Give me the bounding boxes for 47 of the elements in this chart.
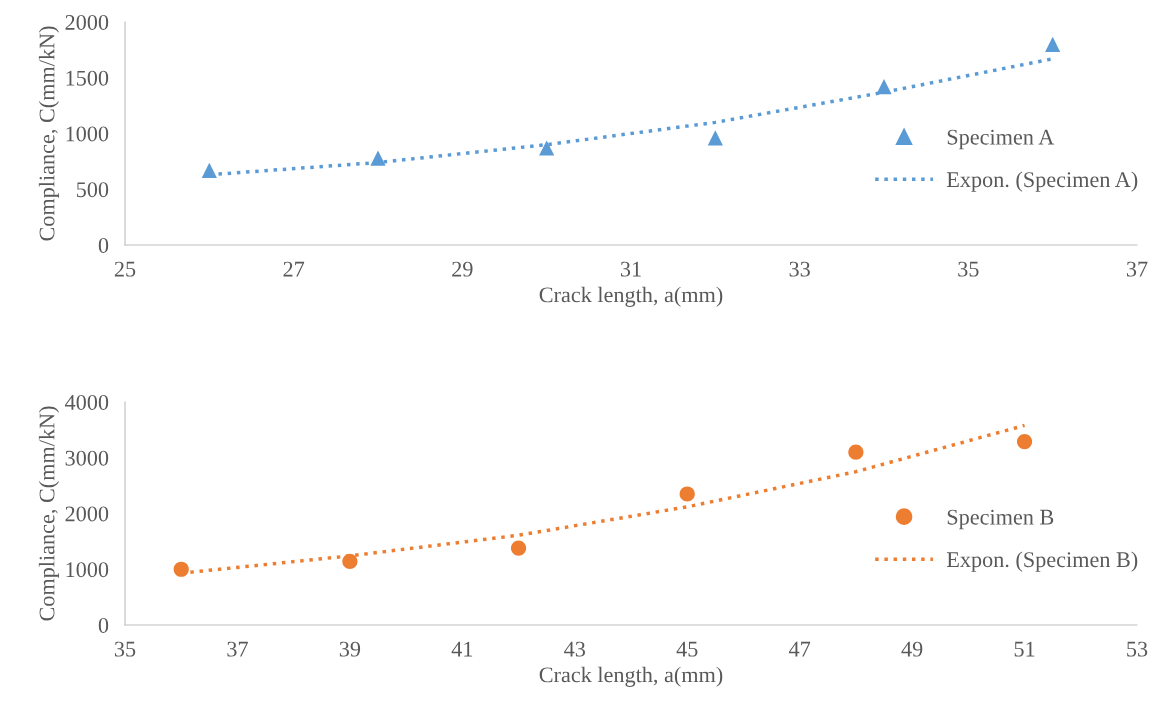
y-tick-label: 0: [98, 237, 109, 253]
x-tick-label: 49: [901, 641, 923, 657]
point: [370, 150, 386, 166]
legend-label: Specimen B: [947, 509, 1054, 530]
y-tick-label: 4000: [65, 394, 109, 410]
x-tick-label: 51: [1014, 641, 1035, 657]
legend-label: Expon. (Specimen B): [946, 551, 1138, 572]
legend-label: Expon. (Specimen A): [946, 171, 1138, 192]
point: [876, 79, 892, 95]
point: [1045, 36, 1061, 52]
x-tick-label: 35: [958, 261, 979, 277]
x-tick-label: 43: [564, 641, 586, 657]
x-tick-label: 37: [227, 641, 248, 657]
y-tick-label: 1500: [66, 70, 109, 86]
x-tick-label: 47: [788, 641, 811, 657]
point: [707, 130, 723, 146]
point: [201, 162, 217, 178]
x-tick-label: 41: [451, 641, 473, 657]
y-tick-label: 2000: [65, 14, 109, 30]
x-tick-label: 53: [1127, 641, 1148, 657]
point: [679, 486, 695, 502]
x-tick-label: 27: [283, 261, 305, 277]
point: [848, 444, 864, 460]
x-axis-title: Crack length, a(mm): [539, 666, 723, 687]
x-tick-label: 45: [676, 641, 698, 657]
y-tick-label: 1000: [66, 562, 109, 578]
y-axis-title: Compliance, C(mm/kN): [38, 26, 60, 241]
x-tick-label: 25: [114, 261, 136, 277]
y-tick-label: 0: [98, 617, 109, 633]
x-tick-label: 35: [114, 641, 136, 657]
y-tick-label: 3000: [65, 450, 109, 466]
x-tick-label: 31: [620, 261, 641, 277]
point: [539, 140, 555, 156]
x-tick-label: 29: [452, 261, 473, 277]
x-tick-label: 33: [789, 261, 810, 277]
y-axis-title: Compliance, C(mm/kN): [38, 406, 60, 621]
point: [1016, 433, 1033, 450]
y-tick-label: 500: [76, 182, 109, 198]
legend-label: Specimen A: [947, 129, 1055, 150]
point: [510, 540, 527, 556]
x-axis-title: Crack length, a(mm): [539, 286, 723, 307]
y-tick-label: 2000: [65, 506, 109, 522]
point: [173, 561, 189, 577]
point: [342, 553, 358, 570]
x-tick-label: 37: [1126, 261, 1148, 277]
x-tick-label: 39: [339, 641, 361, 657]
y-tick-label: 1000: [66, 126, 109, 142]
